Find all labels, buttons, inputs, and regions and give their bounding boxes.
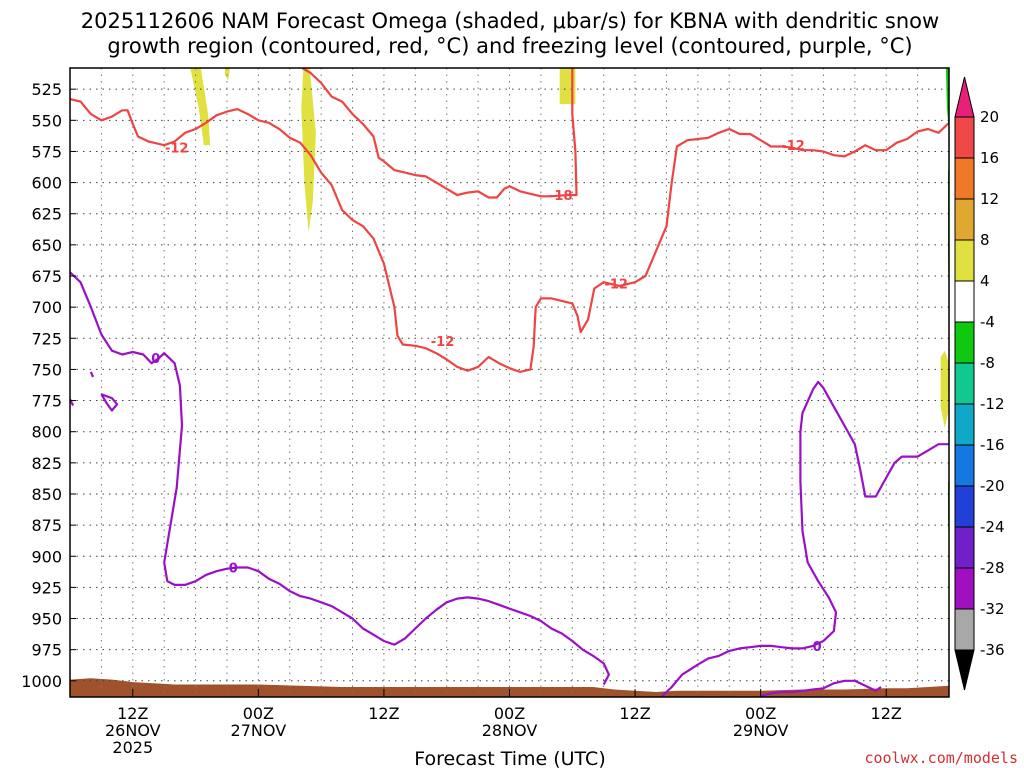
omega-shade-region bbox=[190, 68, 211, 146]
x-tick-label: 12Z bbox=[619, 704, 650, 723]
colorbar-band bbox=[954, 239, 975, 282]
x-axis-title: Forecast Time (UTC) bbox=[414, 748, 605, 768]
y-tick-label: 1000 bbox=[21, 672, 62, 691]
contour-line bbox=[100, 393, 119, 412]
y-tick-label: 800 bbox=[31, 423, 62, 442]
colorbar-band bbox=[954, 116, 975, 159]
contour-line bbox=[70, 271, 611, 686]
colorbar-label: -8 bbox=[980, 354, 995, 372]
x-tick-label: 29NOV bbox=[733, 721, 789, 740]
colorbar-band bbox=[954, 157, 975, 200]
colorbar-label: -24 bbox=[980, 518, 1005, 536]
y-tick-label: 575 bbox=[31, 142, 62, 161]
chart-title-line-2: growth region (contoured, red, °C) and f… bbox=[107, 34, 912, 58]
colorbar-band bbox=[954, 198, 975, 241]
credit-text: coolwx.com/models bbox=[864, 749, 1018, 767]
colorbar-label: 20 bbox=[980, 108, 999, 126]
colorbar-band bbox=[954, 485, 975, 528]
colorbar-band bbox=[954, 608, 975, 651]
contour-label: -18 bbox=[549, 189, 573, 204]
y-tick-label: 875 bbox=[31, 516, 62, 535]
colorbar-label: -20 bbox=[980, 477, 1005, 495]
y-axis: 525 550 575 600 625 650 675 700 725 750 775 800 825 8… bbox=[21, 80, 76, 691]
contour-line bbox=[70, 98, 949, 373]
x-tick-label: 00Z bbox=[243, 704, 274, 723]
contour-label: -12 bbox=[431, 335, 455, 350]
grid-lines bbox=[70, 68, 949, 697]
y-tick-label: 900 bbox=[31, 547, 62, 566]
contour-lines bbox=[70, 68, 949, 697]
colorbar-band bbox=[954, 444, 975, 487]
x-tick-label: 2025 bbox=[112, 738, 153, 757]
y-tick-label: 725 bbox=[31, 329, 62, 348]
x-tick-label: 00Z bbox=[494, 704, 525, 723]
contour-label: 0 bbox=[151, 352, 160, 367]
contour-label: 0 bbox=[813, 640, 822, 655]
colorbar-band bbox=[954, 362, 975, 405]
y-tick-label: 700 bbox=[31, 298, 62, 317]
colorbar-label: 12 bbox=[980, 190, 999, 208]
contour-label: -12 bbox=[781, 139, 805, 154]
colorbar-band bbox=[954, 567, 975, 610]
y-tick-label: 625 bbox=[31, 205, 62, 224]
y-tick-label: 550 bbox=[31, 111, 62, 130]
y-tick-label: 850 bbox=[31, 485, 62, 504]
x-tick-label: 00Z bbox=[745, 704, 776, 723]
y-tick-label: 675 bbox=[31, 267, 62, 286]
y-tick-label: 525 bbox=[31, 80, 62, 99]
x-tick-label: 12Z bbox=[368, 704, 399, 723]
contour-label: -12 bbox=[165, 142, 189, 157]
colorbar-label: -32 bbox=[980, 600, 1005, 618]
colorbar-bottom-arrow bbox=[954, 649, 975, 691]
colorbar-label: -4 bbox=[980, 313, 995, 331]
y-tick-label: 750 bbox=[31, 360, 62, 379]
colorbar-label: -28 bbox=[980, 559, 1005, 577]
contour-line bbox=[89, 371, 95, 378]
x-tick-label: 12Z bbox=[871, 704, 902, 723]
contour-line bbox=[760, 679, 882, 697]
contour-line bbox=[301, 68, 578, 199]
contour-labels: -12 -18 -12 -12 -12 0 0 0 bbox=[151, 139, 821, 655]
colorbar-label: 8 bbox=[980, 231, 990, 249]
omega-shade-region bbox=[224, 68, 231, 81]
colorbar-top-arrow bbox=[954, 76, 975, 118]
colorbar-label: -36 bbox=[980, 641, 1005, 659]
contour-line bbox=[660, 380, 949, 697]
colorbar-band bbox=[954, 280, 975, 323]
y-tick-label: 975 bbox=[31, 641, 62, 660]
omega-shade-region bbox=[301, 68, 316, 233]
x-tick-label: 28NOV bbox=[482, 721, 538, 740]
colorbar-label: 4 bbox=[980, 272, 990, 290]
y-tick-label: 950 bbox=[31, 610, 62, 629]
x-tick-label: 12Z bbox=[117, 704, 148, 723]
omega-colorbar: 20 16 12 8 4 -4 -8 -12 -16 -20 -24 -28 -32 -36 bbox=[954, 76, 1005, 691]
y-tick-label: 650 bbox=[31, 236, 62, 255]
omega-shade-region bbox=[945, 68, 949, 133]
x-tick-label: 27NOV bbox=[231, 721, 287, 740]
omega-shade-region bbox=[940, 350, 949, 428]
x-tick-label: 26NOV bbox=[105, 721, 161, 740]
chart-title-line-1: 2025112606 NAM Forecast Omega (shaded, μ… bbox=[81, 9, 939, 33]
y-tick-label: 925 bbox=[31, 578, 62, 597]
colorbar-band bbox=[954, 526, 975, 569]
colorbar-band bbox=[954, 403, 975, 446]
colorbar-band bbox=[954, 321, 975, 364]
omega-shading bbox=[190, 68, 949, 550]
y-tick-label: 775 bbox=[31, 392, 62, 411]
colorbar-label: 16 bbox=[980, 149, 999, 167]
colorbar-label: -12 bbox=[980, 395, 1005, 413]
contour-label: -12 bbox=[604, 277, 628, 292]
colorbar-label: -16 bbox=[980, 436, 1005, 454]
y-tick-label: 825 bbox=[31, 454, 62, 473]
y-tick-label: 600 bbox=[31, 174, 62, 193]
contour-label: 0 bbox=[229, 561, 238, 576]
